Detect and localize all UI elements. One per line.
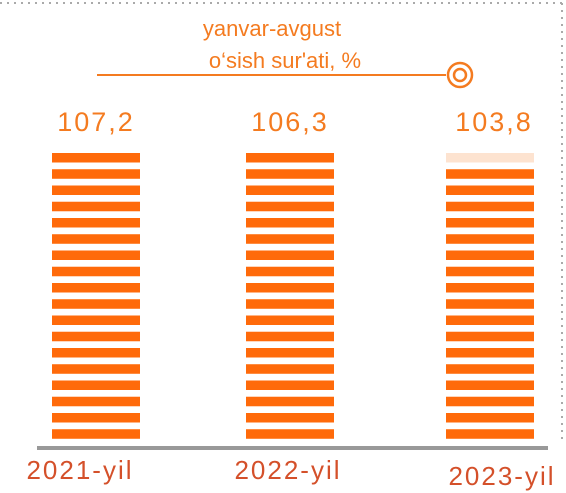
stripe: [52, 331, 140, 342]
stripe: [52, 380, 140, 390]
stripe: [52, 299, 140, 309]
stripe: [246, 250, 334, 260]
stripe: [52, 185, 140, 195]
bar-background: [246, 153, 334, 439]
bar-background: [52, 153, 140, 439]
x-tick-label: 2021-yil: [26, 455, 133, 485]
stripe: [246, 153, 334, 163]
x-tick-label: 2022-yil: [234, 455, 341, 485]
stripe: [246, 315, 334, 325]
stripe: [52, 348, 140, 358]
stripe: [52, 234, 140, 244]
stripe: [446, 396, 534, 407]
stripe: [52, 201, 140, 212]
stripe: [52, 218, 140, 228]
stripe: [246, 364, 334, 374]
rule-ring-inner: [452, 67, 468, 83]
stripe: [246, 331, 334, 342]
stripe: [446, 331, 534, 342]
stripe: [246, 218, 334, 228]
chart-title: yanvar-avgust: [203, 16, 341, 41]
stripe: [246, 234, 334, 244]
bar-background: [446, 153, 534, 439]
stripe: [246, 169, 334, 179]
chart-subtitle: o‘sish sur'ati, %: [209, 48, 361, 73]
stripe: [446, 413, 534, 423]
stripe: [446, 380, 534, 390]
stripe: [52, 364, 140, 374]
stripe: [446, 299, 534, 309]
stripe: [246, 299, 334, 309]
stripe: [446, 201, 534, 212]
value-label: 103,8: [455, 107, 533, 137]
stripe: [446, 315, 534, 325]
rule-ring: [446, 61, 474, 89]
stripe: [52, 266, 140, 277]
stripe: [52, 169, 140, 179]
stripe-light: [446, 153, 534, 163]
stripe: [52, 429, 140, 439]
stripe: [446, 218, 534, 228]
x-tick-label: 2023-yil: [448, 461, 555, 491]
stripe: [52, 315, 140, 325]
stripe: [246, 266, 334, 277]
stripe: [52, 153, 140, 163]
stripe: [246, 429, 334, 439]
stripe: [246, 348, 334, 358]
stripe: [446, 364, 534, 374]
bar: [246, 153, 334, 439]
stripe: [446, 266, 534, 277]
stripe: [246, 396, 334, 407]
stripe: [52, 250, 140, 260]
stripe: [52, 413, 140, 423]
stripe: [246, 413, 334, 423]
stripe: [446, 169, 534, 179]
stripe: [246, 380, 334, 390]
stripe: [446, 234, 534, 244]
bar: [446, 169, 534, 439]
stripe: [52, 396, 140, 407]
stripe: [446, 348, 534, 358]
bar: [52, 153, 140, 439]
value-label: 106,3: [251, 107, 329, 137]
stripe: [446, 429, 534, 439]
stripe: [446, 283, 534, 293]
stripe: [446, 185, 534, 195]
stripe: [52, 283, 140, 293]
stripe: [246, 185, 334, 195]
value-label: 107,2: [57, 107, 135, 137]
stripe: [246, 283, 334, 293]
stripe: [246, 201, 334, 212]
stripe: [446, 250, 534, 260]
